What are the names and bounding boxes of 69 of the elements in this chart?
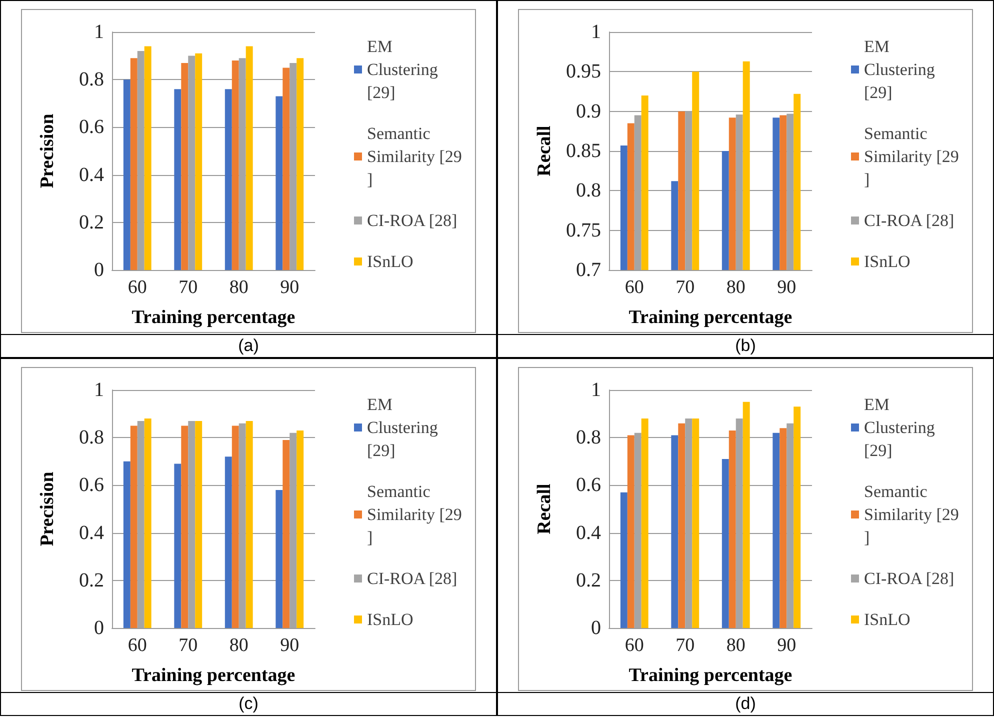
text: (c) <box>1 692 496 715</box>
y-tick-label: 0.2 <box>79 211 104 234</box>
x-axis-title: Training percentage <box>132 665 296 686</box>
x-tick-label: 60 <box>624 635 644 656</box>
y-tick-label: 0.2 <box>576 569 601 592</box>
x-tick-label: 60 <box>128 277 147 298</box>
legend-label: Semantic Similarity [29] <box>864 124 959 189</box>
legend-label: EM Clustering [29] <box>367 395 442 460</box>
legend-label: CI-ROA [28] <box>864 211 954 230</box>
x-tick-label: 80 <box>229 277 248 298</box>
y-tick-label: 0.7 <box>576 259 601 281</box>
y-tick-label: 0.95 <box>566 60 601 83</box>
y-tick-label: 0.4 <box>79 164 104 186</box>
x-tick-label: 70 <box>676 277 695 298</box>
y-tick-label: 0 <box>94 259 104 281</box>
legend-label: ISnLO <box>367 610 414 629</box>
x-tick-label: 60 <box>128 635 147 656</box>
y-tick-label: 0.4 <box>576 522 601 544</box>
legend-label: ISnLO <box>367 252 414 271</box>
legend-label: ISnLO <box>864 610 910 629</box>
x-tick-label: 70 <box>676 635 695 656</box>
y-tick-label: 1 <box>94 379 104 401</box>
x-tick-label: 60 <box>624 277 644 298</box>
text: (a) <box>1 334 496 357</box>
y-tick-label: 0.8 <box>79 426 104 449</box>
x-tick-label: 70 <box>178 277 198 298</box>
y-tick-label: 0.8 <box>576 426 601 449</box>
x-tick-label: 70 <box>178 635 198 656</box>
x-tick-label: 80 <box>726 277 746 298</box>
y-tick-label: 0.8 <box>576 180 601 202</box>
y-axis-title: Recall <box>534 126 555 176</box>
y-tick-label: 0 <box>591 617 601 639</box>
y-axis-title: Precision <box>37 471 58 546</box>
legend-label: Semantic Similarity [29] <box>367 124 462 189</box>
x-tick-label: 90 <box>280 277 300 298</box>
x-tick-label: 90 <box>777 277 796 298</box>
legend-label: CI-ROA [28] <box>864 569 954 588</box>
x-tick-label: 80 <box>726 635 746 656</box>
text: (d) <box>498 692 993 715</box>
legend-label: EM Clustering [29] <box>864 395 940 460</box>
y-tick-label: 1 <box>591 379 601 401</box>
y-tick-label: 0.8 <box>79 68 104 91</box>
legend-label: EM Clustering [29] <box>367 37 442 102</box>
legend-label: CI-ROA [28] <box>367 569 458 588</box>
legend-label: Semantic Similarity [29] <box>367 482 462 547</box>
x-tick-label: 80 <box>229 635 248 656</box>
y-tick-label: 0.4 <box>79 522 104 544</box>
legend-label: Semantic Similarity [29] <box>864 482 959 547</box>
y-tick-label: 1 <box>94 21 104 43</box>
legend-label: CI-ROA [28] <box>367 211 458 230</box>
y-tick-label: 0.6 <box>79 116 104 138</box>
y-tick-label: 0.9 <box>576 100 601 122</box>
y-tick-label: 0.6 <box>576 474 601 496</box>
y-tick-label: 0 <box>94 617 104 639</box>
x-axis-title: Training percentage <box>628 307 792 328</box>
y-tick-label: 0.2 <box>79 569 104 592</box>
x-tick-label: 90 <box>280 635 300 656</box>
y-tick-label: 1 <box>591 21 601 43</box>
x-tick-label: 90 <box>777 635 796 656</box>
y-axis-title: Recall <box>534 484 555 534</box>
text: (b) <box>498 334 993 357</box>
legend-label: EM Clustering [29] <box>864 37 940 102</box>
y-tick-label: 0.75 <box>566 219 601 242</box>
y-tick-label: 0.6 <box>79 474 104 496</box>
x-axis-title: Training percentage <box>628 665 792 686</box>
y-axis-title: Precision <box>37 113 58 188</box>
legend-label: ISnLO <box>864 252 910 271</box>
y-tick-label: 0.85 <box>566 140 601 162</box>
x-axis-title: Training percentage <box>132 307 296 328</box>
